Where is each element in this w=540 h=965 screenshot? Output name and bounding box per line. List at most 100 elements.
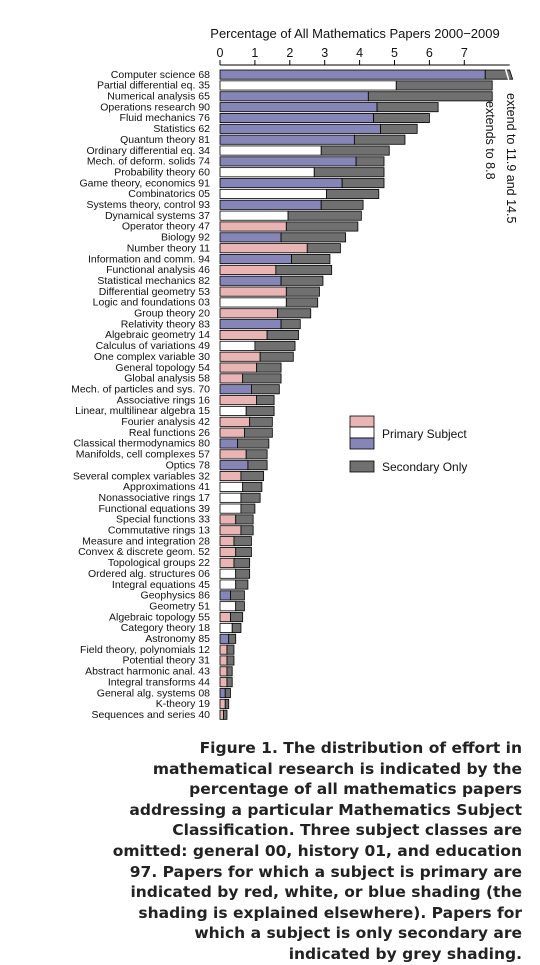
secondary-bar xyxy=(251,384,280,395)
category-label: Several complex variables 32 xyxy=(73,470,210,482)
primary-bar xyxy=(219,178,343,189)
primary-bar xyxy=(219,427,245,438)
category-label: Quantum theory 81 xyxy=(120,134,210,146)
secondary-bar xyxy=(367,91,493,102)
category-label: Relativity theory 83 xyxy=(121,318,210,330)
x-tick-label: 3 xyxy=(321,46,328,60)
primary-bar xyxy=(219,102,378,113)
primary-bar xyxy=(219,547,237,558)
annotation-line-2: extends to 8.8 xyxy=(483,101,497,180)
category-label: Real functions 26 xyxy=(129,427,210,439)
secondary-bar xyxy=(306,243,341,254)
primary-bar xyxy=(219,145,322,156)
secondary-bar xyxy=(395,80,493,91)
category-label: Nonassociative rings 17 xyxy=(99,492,211,504)
category-label: Linear, multilinear algebra 15 xyxy=(75,405,210,417)
secondary-bar xyxy=(240,492,261,503)
primary-bar xyxy=(219,622,233,633)
secondary-bar xyxy=(223,709,228,720)
category-label: Logic and foundations 03 xyxy=(93,297,211,309)
secondary-bar xyxy=(231,622,242,633)
x-tick-label: 7 xyxy=(461,46,468,60)
annotation: extend to 11.9 and 14.5 extends to 8.8 xyxy=(483,93,518,223)
category-label: Combinatorics 05 xyxy=(128,188,210,200)
category-label: Systems theory, control 93 xyxy=(86,199,210,211)
secondary-bar xyxy=(247,460,268,471)
x-tick-label: 6 xyxy=(426,46,433,60)
primary-bar xyxy=(219,405,247,416)
secondary-bar xyxy=(224,688,231,699)
category-label: Dynamical systems 37 xyxy=(105,210,210,222)
x-tick-label: 0 xyxy=(217,46,224,60)
x-tick-label: 1 xyxy=(251,46,258,60)
secondary-bar xyxy=(285,221,359,232)
primary-bar xyxy=(219,601,237,612)
secondary-bar xyxy=(230,612,244,623)
category-label: Mech. of particles and sys. 70 xyxy=(71,383,210,395)
secondary-bar xyxy=(249,416,273,427)
category-label: Computer science 68 xyxy=(111,69,210,81)
axis-break-mark xyxy=(504,69,510,80)
category-label: Operations research 90 xyxy=(100,101,210,113)
secondary-bar xyxy=(275,264,333,275)
x-tick-label: 5 xyxy=(391,46,398,60)
primary-bar xyxy=(219,351,261,362)
primary-bar xyxy=(219,395,258,406)
primary-bar xyxy=(219,232,282,243)
category-label: Statistical mechanics 82 xyxy=(97,275,210,287)
category-label: Global analysis 58 xyxy=(124,373,210,385)
primary-bar xyxy=(219,698,226,709)
category-label: Geophysics 86 xyxy=(141,590,211,602)
primary-bar xyxy=(219,340,256,351)
primary-bar xyxy=(219,633,230,644)
legend-swatch-red xyxy=(349,415,375,428)
primary-bar xyxy=(219,492,242,503)
category-label: General alg. systems 08 xyxy=(97,687,210,699)
primary-bar xyxy=(219,264,277,275)
primary-bar xyxy=(219,666,228,677)
category-label: Mech. of deform. solids 74 xyxy=(87,156,210,168)
primary-bar xyxy=(219,568,237,579)
secondary-bar xyxy=(226,677,233,688)
category-label: Optics 78 xyxy=(166,459,211,471)
primary-bar xyxy=(219,329,268,340)
legend-swatch-white xyxy=(349,426,375,439)
secondary-bar xyxy=(320,199,364,210)
secondary-bar xyxy=(254,340,296,351)
annotation-line-1: extend to 11.9 and 14.5 xyxy=(504,93,518,223)
primary-bar xyxy=(219,579,237,590)
category-label: Manifolds, cell complexes 57 xyxy=(76,449,210,461)
chart-title: Percentage of All Mathematics Papers 200… xyxy=(210,26,499,41)
primary-bar xyxy=(219,514,237,525)
secondary-bar xyxy=(277,308,312,319)
primary-bar xyxy=(219,536,235,547)
secondary-bar xyxy=(376,102,439,113)
legend: Primary Subject Secondary Only xyxy=(349,415,467,474)
primary-bar xyxy=(219,416,251,427)
category-label: Calculus of variations 49 xyxy=(96,340,211,352)
primary-bar xyxy=(219,297,287,308)
secondary-bar xyxy=(245,405,275,416)
category-label: Approximations 41 xyxy=(123,481,210,493)
secondary-bar xyxy=(244,427,273,438)
primary-bar xyxy=(219,80,397,91)
primary-bar xyxy=(219,384,252,395)
secondary-bar xyxy=(230,590,245,601)
secondary-bar xyxy=(285,286,320,297)
secondary-bar xyxy=(240,525,254,536)
primary-bar xyxy=(219,134,355,145)
primary-bar xyxy=(219,503,242,514)
primary-bar xyxy=(219,644,228,655)
category-label: K-theory 19 xyxy=(156,698,210,710)
primary-bar xyxy=(219,612,231,623)
category-label: Group theory 20 xyxy=(134,308,210,320)
category-label: Geometry 51 xyxy=(149,600,210,612)
primary-bar xyxy=(219,362,258,373)
primary-bar xyxy=(219,167,315,178)
category-label: Functional equations 39 xyxy=(99,503,211,515)
category-label: Fluid mechanics 76 xyxy=(120,112,211,124)
primary-bar xyxy=(219,199,322,210)
secondary-bar xyxy=(280,232,347,243)
secondary-bar xyxy=(313,167,385,178)
